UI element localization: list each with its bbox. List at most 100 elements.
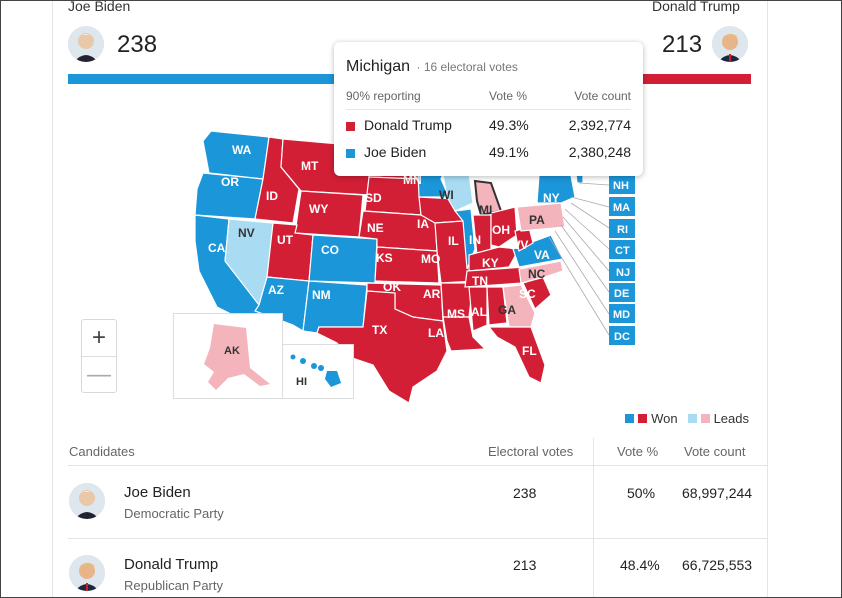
svg-text:MS: MS xyxy=(447,307,465,321)
state-pa[interactable] xyxy=(516,202,566,232)
svg-text:MA: MA xyxy=(613,202,630,214)
trump-avatar[interactable] xyxy=(712,26,748,62)
svg-text:CT: CT xyxy=(615,245,630,257)
trump-electoral-count: 213 xyxy=(662,31,703,58)
svg-text:WI: WI xyxy=(439,188,454,202)
state-ks[interactable] xyxy=(374,246,440,284)
tooltip-candidate-name: Donald Trump xyxy=(364,117,452,133)
biden-avatar[interactable] xyxy=(68,26,104,62)
svg-text:PA: PA xyxy=(529,213,545,227)
row-party: Republican Party xyxy=(124,578,223,593)
svg-text:NM: NM xyxy=(312,288,331,302)
svg-text:AL: AL xyxy=(471,305,487,319)
zoom-in-button[interactable]: + xyxy=(91,324,106,351)
svg-text:HI: HI xyxy=(296,376,307,388)
svg-text:OR: OR xyxy=(221,175,239,189)
row-vote-count: 66,725,553 xyxy=(682,557,753,573)
row-electoral: 213 xyxy=(513,557,537,573)
dem-square-icon xyxy=(346,149,355,158)
state-or[interactable] xyxy=(194,172,264,220)
rep-leads-swatch xyxy=(700,414,710,423)
svg-text:TX: TX xyxy=(372,323,387,337)
svg-text:RI: RI xyxy=(617,224,628,236)
biden-name: Joe Biden xyxy=(68,0,131,14)
state-la[interactable] xyxy=(442,316,487,352)
svg-text:IL: IL xyxy=(448,234,459,248)
svg-text:AR: AR xyxy=(423,287,441,301)
svg-text:VA: VA xyxy=(534,248,550,262)
rep-won-swatch xyxy=(638,414,648,423)
map-zoom-control: + — xyxy=(81,319,117,393)
table-column-divider xyxy=(593,438,594,597)
state-ms[interactable] xyxy=(468,286,488,332)
svg-text:KS: KS xyxy=(376,251,393,265)
svg-text:FL: FL xyxy=(522,344,537,358)
row-vote-pct: 48.4% xyxy=(620,557,660,573)
state-wy[interactable] xyxy=(294,190,364,238)
svg-text:NC: NC xyxy=(528,267,546,281)
state-ky[interactable] xyxy=(468,246,520,272)
col-vote-count: Vote count xyxy=(684,444,746,459)
state-al[interactable] xyxy=(486,286,508,326)
col-candidates: Candidates xyxy=(69,444,135,459)
tooltip-electoral-votes: · 16 electoral votes xyxy=(416,60,518,74)
tooltip-title: Michigan · 16 electoral votes xyxy=(346,58,518,76)
svg-text:MD: MD xyxy=(613,309,630,321)
tooltip-row: Donald Trump 49.3% 2,392,774 xyxy=(346,117,631,137)
table-divider xyxy=(68,538,767,539)
tooltip-vote-pct: 49.1% xyxy=(489,144,529,160)
svg-text:SD: SD xyxy=(365,191,382,205)
map-legend: Won Leads xyxy=(625,411,749,426)
svg-text:IA: IA xyxy=(417,217,429,231)
svg-text:CA: CA xyxy=(208,241,226,255)
tooltip-vote-count: 2,380,248 xyxy=(568,144,631,160)
svg-text:NJ: NJ xyxy=(616,267,630,279)
tooltip-state: Michigan xyxy=(346,58,411,75)
svg-text:NY: NY xyxy=(543,191,560,205)
tooltip-col-vote-count: Vote count xyxy=(574,89,631,103)
tooltip-vote-pct: 49.3% xyxy=(489,117,529,133)
svg-text:LA: LA xyxy=(428,326,444,340)
tooltip-row: Joe Biden 49.1% 2,380,248 xyxy=(346,144,631,164)
state-ga[interactable] xyxy=(502,284,536,328)
svg-text:AZ: AZ xyxy=(268,283,284,297)
svg-text:IN: IN xyxy=(469,233,481,247)
svg-text:MT: MT xyxy=(301,159,319,173)
us-map[interactable]: WA OR CA NV ID MT WY UT AZ CO NM SD NE K… xyxy=(151,111,711,411)
alaska-inset[interactable]: AK xyxy=(173,313,283,399)
trump-row-avatar xyxy=(69,555,105,591)
legend-leads-label: Leads xyxy=(713,411,749,426)
svg-text:AK: AK xyxy=(224,345,240,357)
state-va[interactable] xyxy=(512,234,564,268)
svg-text:DC: DC xyxy=(614,331,630,343)
dem-won-swatch xyxy=(625,414,635,423)
biden-electoral-count: 238 xyxy=(117,31,158,58)
zoom-out-button[interactable]: — xyxy=(82,356,116,392)
svg-text:NV: NV xyxy=(238,226,255,240)
dem-leads-swatch xyxy=(687,414,697,423)
row-vote-pct: 50% xyxy=(627,485,656,501)
row-vote-count: 68,997,244 xyxy=(682,485,753,501)
svg-text:MO: MO xyxy=(421,252,440,266)
biden-progress-bar xyxy=(68,74,343,84)
card-border-left xyxy=(52,1,53,597)
state-oh[interactable] xyxy=(490,206,518,248)
svg-text:WY: WY xyxy=(309,202,328,216)
state-fl[interactable] xyxy=(487,326,546,384)
row-candidate-name: Donald Trump xyxy=(124,556,219,573)
svg-text:CO: CO xyxy=(321,243,339,257)
svg-text:OK: OK xyxy=(383,280,401,294)
state-tx[interactable] xyxy=(316,290,448,404)
col-electoral-votes: Electoral votes xyxy=(488,444,574,459)
svg-text:SC: SC xyxy=(519,287,536,301)
svg-text:MN: MN xyxy=(403,173,422,187)
tooltip-candidate-name: Joe Biden xyxy=(364,144,427,160)
rep-square-icon xyxy=(346,122,355,131)
biden-row-avatar xyxy=(69,483,105,519)
svg-text:UT: UT xyxy=(277,233,294,247)
trump-progress-bar xyxy=(641,74,751,84)
state-nc[interactable] xyxy=(518,260,564,284)
state-co[interactable] xyxy=(308,234,378,284)
hawaii-inset[interactable]: HI xyxy=(282,344,354,399)
legend-won-label: Won xyxy=(651,411,678,426)
